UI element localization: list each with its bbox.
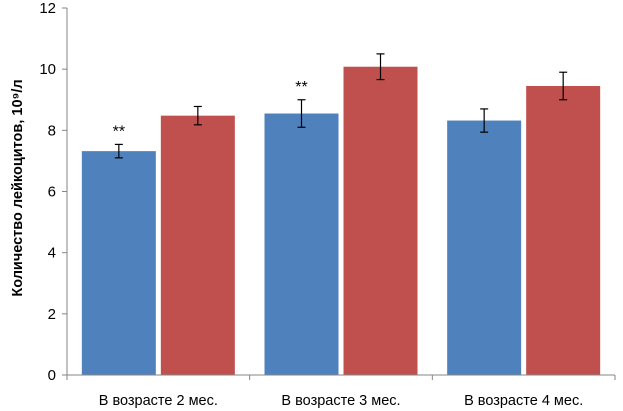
y-tick-label: 4	[48, 245, 56, 262]
bar	[526, 85, 601, 376]
y-tick-label: 10	[39, 61, 56, 78]
bar	[343, 66, 418, 375]
significance-marker: **	[113, 123, 125, 140]
bar	[264, 113, 339, 375]
y-tick-label: 12	[39, 0, 56, 17]
y-tick-label: 8	[48, 122, 56, 139]
bar	[160, 115, 235, 376]
y-tick-label: 2	[48, 306, 56, 323]
bars-layer: ** **	[81, 53, 601, 376]
x-category-label: В возрасте 3 мес.	[281, 393, 400, 409]
bar	[81, 151, 156, 375]
y-tick-label: 0	[48, 367, 56, 384]
significance-marker: **	[295, 79, 307, 96]
x-category-label: В возрасте 2 мес.	[99, 393, 218, 409]
y-tick-label: 6	[48, 184, 56, 201]
x-category-label: В возрасте 4 мес.	[464, 393, 583, 409]
y-axis-title: Количество лейкоцитов, 10⁹/л	[10, 79, 26, 296]
axes-layer: 0 2 4 6 8 10 12 В возрасте 2 мес. В возрасте 3 м…	[39, 0, 616, 409]
bar	[447, 120, 522, 376]
